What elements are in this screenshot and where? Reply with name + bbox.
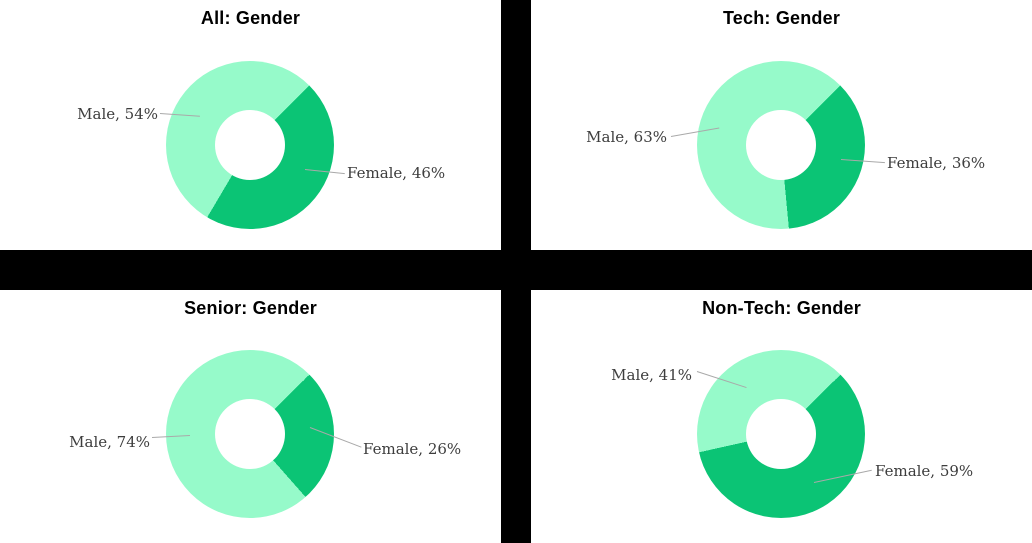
donut-hole [746, 110, 816, 180]
donut-hole [215, 110, 285, 180]
chart-senior-gender: Senior: Gender Male, 74% Female, 26% [0, 290, 501, 543]
chart-title-tech: Tech: Gender [722, 8, 841, 28]
donut-hole [215, 399, 285, 469]
chart-title-all: All: Gender [200, 8, 301, 28]
chart-title-nontech: Non-Tech: Gender [702, 298, 861, 318]
donut-senior-gender [166, 350, 334, 518]
chart-tech-gender: Tech: Gender Male, 63% Female, 36% [531, 0, 1032, 250]
slice-label-female: Female, 36% [887, 154, 986, 172]
donut-nontech-gender [697, 350, 865, 518]
slice-label-female: Female, 59% [875, 462, 974, 480]
donut-all-gender [166, 61, 334, 229]
slice-label-female: Female, 46% [347, 164, 446, 182]
slice-label-male: Male, 41% [611, 366, 692, 384]
slice-label-male: Male, 54% [77, 105, 158, 123]
donut-tech-gender [697, 61, 865, 229]
chart-all-gender: All: Gender Male, 54% Female, 46% [0, 0, 501, 250]
donut-hole [746, 399, 816, 469]
divider-horizontal [0, 250, 1032, 290]
chart-title-senior: Senior: Gender [184, 298, 317, 318]
slice-label-male: Male, 74% [69, 433, 150, 451]
slice-label-female: Female, 26% [363, 440, 462, 458]
chart-nontech-gender: Non-Tech: Gender Male, 41% Female, 59% [531, 290, 1032, 543]
slice-label-male: Male, 63% [586, 128, 667, 146]
